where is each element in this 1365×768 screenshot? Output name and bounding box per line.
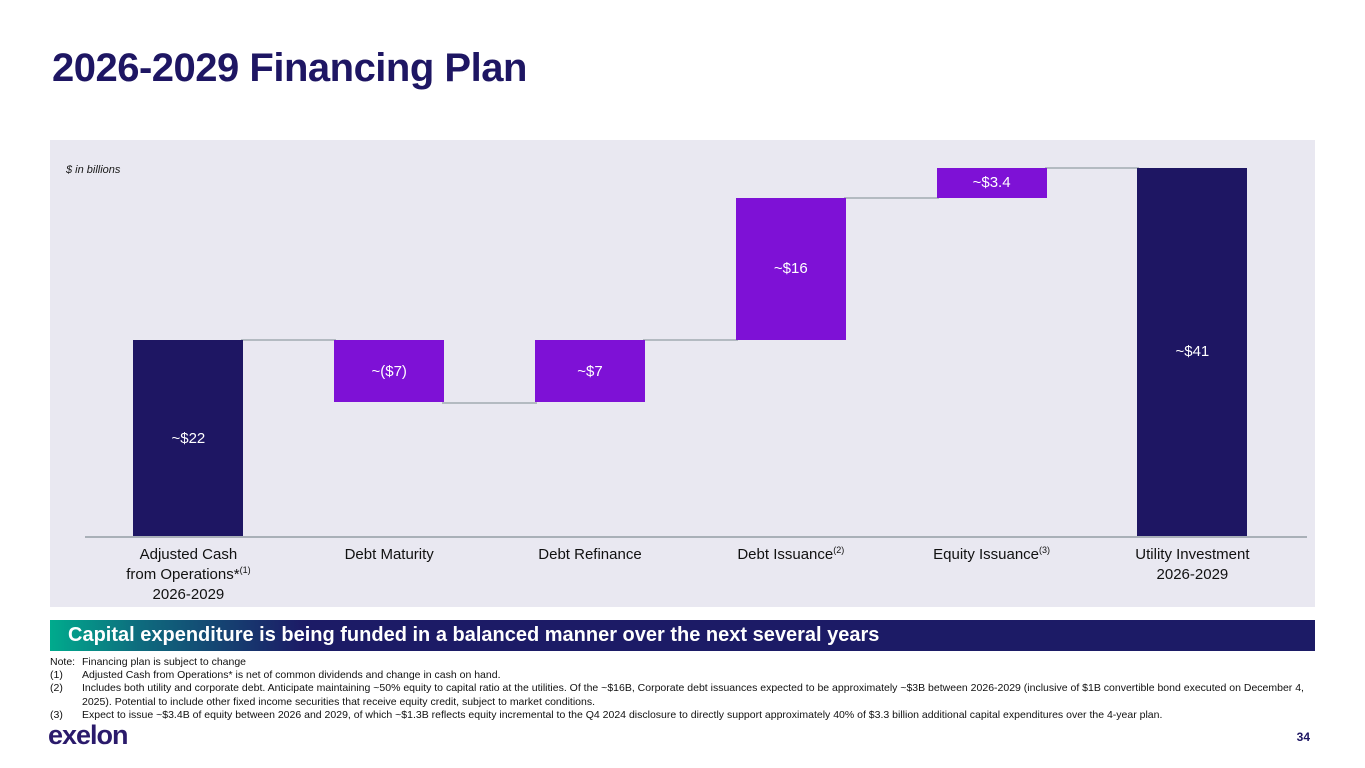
waterfall-bar: ~($7) (334, 340, 445, 403)
category-label-line: Debt Issuance(2) (737, 545, 845, 563)
waterfall-plot: ~$22 Adjusted Cash from Operations*(1) 2026… (50, 140, 1315, 607)
bar-value-label: ~$16 (773, 260, 808, 278)
page-title: 2026-2029 Financing Plan (52, 46, 527, 90)
category-label: Equity Issuance(3) (881, 545, 1102, 565)
bar-value-label: ~$7 (577, 362, 603, 380)
footnote-prefix: Note: (50, 656, 76, 668)
category-label: Utility Investment 2026-2029 (1082, 545, 1303, 585)
category-label: Adjusted Cash from Operations*(1) 2026-202… (78, 545, 299, 604)
connector-line (843, 196, 939, 199)
category-label-line: 2026-2029 (152, 585, 225, 603)
category-label-line: Adjusted Cash (139, 546, 238, 563)
connector-line (1044, 166, 1140, 169)
waterfall-bar: ~$7 (535, 340, 645, 403)
waterfall-bar: ~$41 (1137, 167, 1248, 536)
connector-line (442, 401, 537, 404)
footnote-prefix: (1) (50, 669, 63, 682)
units-label: $ in billions (66, 164, 121, 176)
connector-line (241, 339, 337, 342)
key-message-text: Capital expenditure is being funded in a… (68, 624, 880, 646)
exelon-logo: exelon (48, 720, 129, 750)
category-label-line: Utility Investment (1135, 546, 1250, 563)
footnote-text: Financing plan is subject to change (82, 656, 247, 668)
bar-value-label: ~($7) (371, 362, 407, 380)
footnote: Note: Financing plan is subject to change (50, 656, 1318, 669)
category-label-line: 2026-2029 (1156, 565, 1229, 583)
waterfall-bar: ~$22 (133, 340, 244, 536)
category-label-line: from Operations*(1) (126, 564, 251, 583)
footnote-text: Includes both utility and corporate debt… (82, 682, 1304, 708)
footnote: (1) Adjusted Cash from Operations* is net… (50, 669, 1318, 682)
bar-value-label: ~$22 (171, 429, 206, 447)
footnote: (3) Expect to issue ~$3.4B of equity betw… (50, 709, 1318, 722)
footnote: (2) Includes both utility and corporate d… (50, 682, 1318, 708)
bar-value-label: ~$3.4 (972, 174, 1011, 192)
connector-line (643, 339, 738, 342)
category-label-line: Debt Refinance (538, 546, 642, 563)
key-message-banner: Capital expenditure is being funded in a… (50, 620, 1315, 651)
footnote-text: Expect to issue ~$3.4B of equity between… (82, 708, 1163, 721)
category-label: Debt Maturity (279, 545, 500, 565)
footnote-text: Adjusted Cash from Operations* is net of… (82, 669, 501, 682)
bar-value-label: ~$41 (1175, 343, 1210, 361)
footnotes: Note: Financing plan is subject to change… (50, 656, 1318, 722)
page-number: 34 (1296, 730, 1310, 744)
category-label-line: Equity Issuance(3) (933, 545, 1051, 563)
waterfall-bar: ~$3.4 (936, 167, 1047, 198)
footnote-prefix: (3) (50, 708, 63, 721)
waterfall-bar: ~$16 (735, 197, 846, 341)
category-label: Debt Refinance (480, 545, 701, 565)
category-label-line: Debt Maturity (344, 546, 434, 563)
waterfall-chart: $ in billions ~$22 Adjusted Cash from Oper… (50, 140, 1315, 607)
category-label: Debt Issuance(2) (680, 545, 901, 565)
baseline-axis (85, 536, 1307, 538)
footnote-prefix: (2) (50, 682, 63, 695)
